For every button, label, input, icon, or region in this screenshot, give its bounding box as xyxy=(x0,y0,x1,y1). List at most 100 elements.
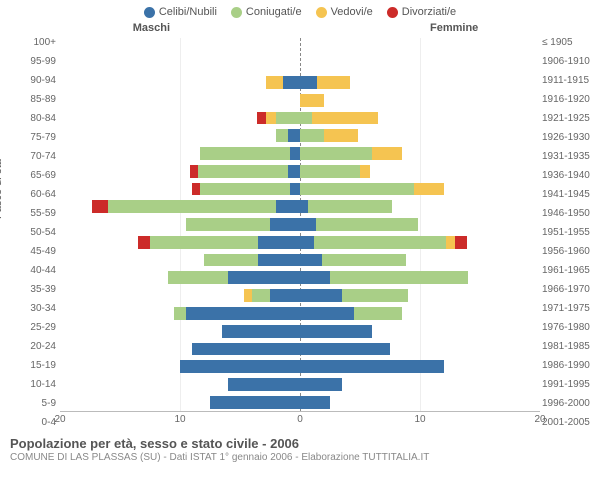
bar xyxy=(300,236,540,249)
birth-label: 1946-1950 xyxy=(542,209,596,219)
legend-item: Vedovi/e xyxy=(316,6,373,18)
chart-area: Fasce di età Anni di nascita 100+95-9990… xyxy=(60,38,540,428)
pyramid-row xyxy=(60,127,540,145)
bar xyxy=(300,165,540,178)
male-half xyxy=(60,251,300,269)
birth-label: 1921-1925 xyxy=(542,114,596,124)
age-label: 5-9 xyxy=(12,399,56,409)
segment-con xyxy=(308,200,392,213)
segment-div xyxy=(455,236,467,249)
bar xyxy=(300,40,540,53)
bar xyxy=(60,289,300,302)
segment-cel xyxy=(186,307,300,320)
segment-ved xyxy=(317,76,351,89)
birth-label: 1911-1915 xyxy=(542,76,596,86)
birth-label: 1981-1985 xyxy=(542,342,596,352)
segment-con xyxy=(200,147,290,160)
birth-label: 1966-1970 xyxy=(542,285,596,295)
male-half xyxy=(60,74,300,92)
pyramid-row xyxy=(60,38,540,56)
segment-cel xyxy=(300,307,354,320)
segment-cel xyxy=(270,218,300,231)
segment-cel xyxy=(222,325,300,338)
bar xyxy=(300,343,540,356)
age-label: 55-59 xyxy=(12,209,56,219)
female-half xyxy=(300,216,540,234)
bar xyxy=(60,396,300,409)
segment-cel xyxy=(300,289,342,302)
pyramid-row xyxy=(60,145,540,163)
bar xyxy=(60,183,300,196)
segment-cel xyxy=(300,378,342,391)
x-axis: 201001020 xyxy=(60,412,540,428)
legend-item: Divorziati/e xyxy=(387,6,456,18)
segment-cel xyxy=(258,254,300,267)
female-half xyxy=(300,198,540,216)
age-label: 80-84 xyxy=(12,114,56,124)
age-label: 85-89 xyxy=(12,95,56,105)
legend-dot xyxy=(231,7,242,18)
segment-ved xyxy=(360,165,370,178)
segment-con xyxy=(342,289,408,302)
male-half xyxy=(60,145,300,163)
x-tick: 10 xyxy=(174,414,185,425)
segment-con xyxy=(204,254,258,267)
segment-con xyxy=(300,129,324,142)
segment-ved xyxy=(324,129,358,142)
segment-con xyxy=(322,254,406,267)
segment-cel xyxy=(300,76,317,89)
pyramid-row xyxy=(60,180,540,198)
legend-label: Divorziati/e xyxy=(402,6,456,18)
segment-ved xyxy=(312,112,378,125)
birth-label: 1951-1955 xyxy=(542,228,596,238)
bar xyxy=(300,147,540,160)
segment-con xyxy=(150,236,258,249)
segment-cel xyxy=(180,360,300,373)
female-half xyxy=(300,269,540,287)
age-label: 95-99 xyxy=(12,57,56,67)
segment-cel xyxy=(270,289,300,302)
male-half xyxy=(60,322,300,340)
segment-con xyxy=(316,218,418,231)
male-half xyxy=(60,198,300,216)
birth-label: 1936-1940 xyxy=(542,171,596,181)
male-label: Maschi xyxy=(0,22,300,34)
legend: Celibi/Nubili Coniugati/e Vedovi/e Divorzia… xyxy=(0,0,600,20)
segment-con xyxy=(300,165,360,178)
male-half xyxy=(60,91,300,109)
segment-cel xyxy=(300,325,372,338)
legend-label: Coniugati/e xyxy=(246,6,302,18)
age-label: 75-79 xyxy=(12,133,56,143)
male-half xyxy=(60,393,300,411)
birth-label: 1956-1960 xyxy=(542,247,596,257)
bar xyxy=(60,76,300,89)
birth-label: 1906-1910 xyxy=(542,57,596,67)
bar xyxy=(60,165,300,178)
legend-dot xyxy=(144,7,155,18)
segment-con xyxy=(276,129,288,142)
legend-item: Celibi/Nubili xyxy=(144,6,217,18)
x-tick: 0 xyxy=(297,414,303,425)
segment-div xyxy=(190,165,198,178)
segment-con xyxy=(314,236,446,249)
birth-label: ≤ 1905 xyxy=(542,38,596,48)
x-tick: 10 xyxy=(414,414,425,425)
female-half xyxy=(300,393,540,411)
x-tick: 20 xyxy=(54,414,65,425)
bar xyxy=(60,360,300,373)
age-label: 30-34 xyxy=(12,304,56,314)
female-half xyxy=(300,109,540,127)
bar xyxy=(60,129,300,142)
male-half xyxy=(60,38,300,56)
segment-con xyxy=(186,218,270,231)
bar xyxy=(60,271,300,284)
pyramid-row xyxy=(60,376,540,394)
segment-cel xyxy=(228,271,300,284)
male-half xyxy=(60,109,300,127)
female-half xyxy=(300,127,540,145)
birth-label: 1971-1975 xyxy=(542,304,596,314)
age-label: 100+ xyxy=(12,38,56,48)
female-half xyxy=(300,376,540,394)
legend-item: Coniugati/e xyxy=(231,6,302,18)
pyramid-row xyxy=(60,198,540,216)
